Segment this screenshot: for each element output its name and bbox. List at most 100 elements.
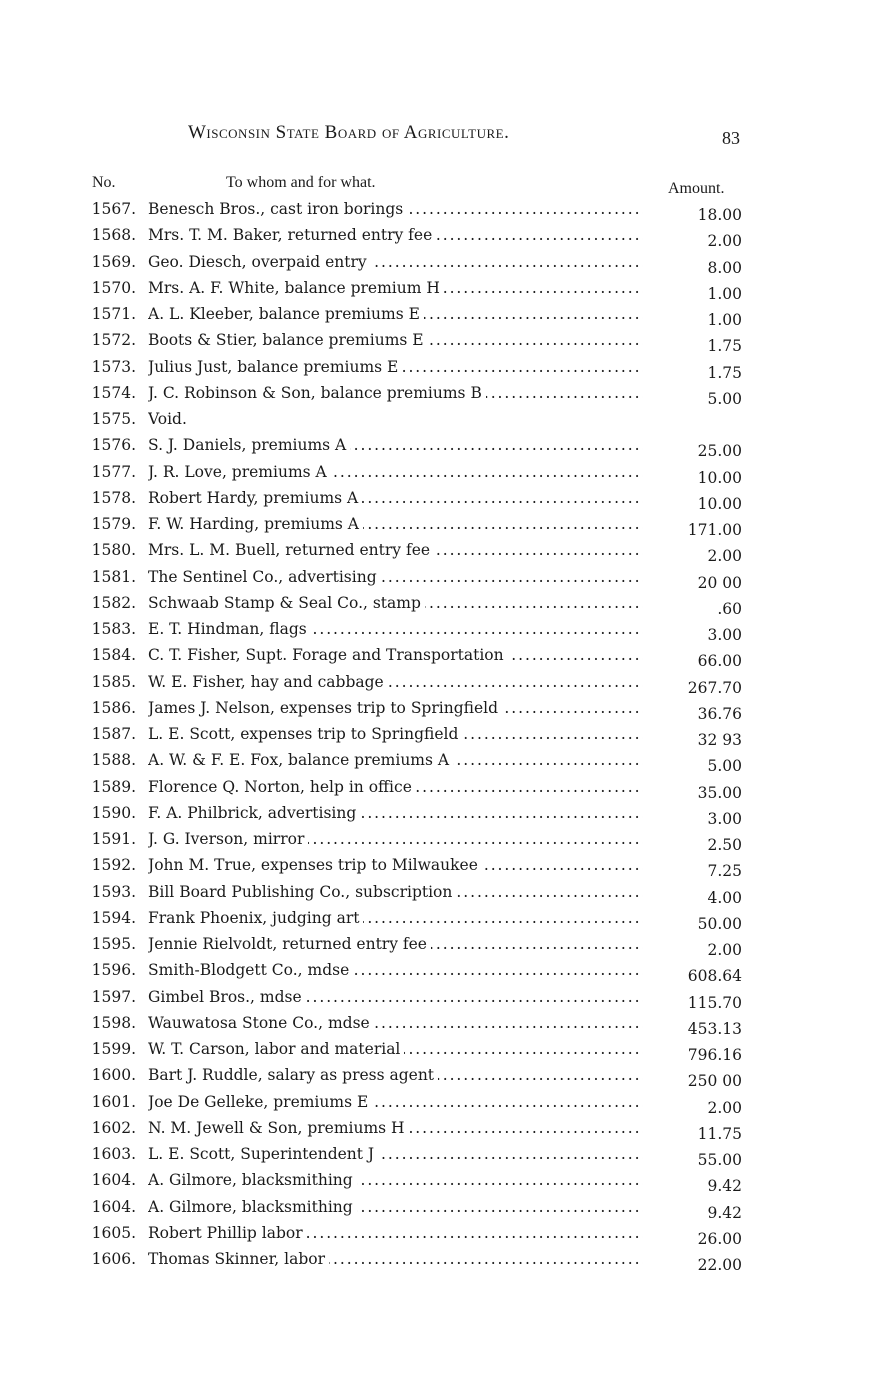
table-row: 1606. Thomas Skinner, labor 22.00: [0, 1250, 887, 1276]
entry-amount: 36.76: [697, 704, 742, 723]
entry-description: Benesch Bros., cast iron borings: [148, 200, 643, 218]
entry-amount: 796.16: [687, 1046, 742, 1064]
entry-amount: 4.00: [707, 888, 742, 907]
table-row: 1592. John M. True, expenses trip to Milw…: [0, 856, 887, 882]
entry-amount: 1.75: [707, 337, 742, 356]
table-row: 1573. Julius Just, balance premiums E 1.75: [0, 357, 887, 384]
entry-amount: .60: [717, 599, 742, 618]
entry-amount: 3.00: [707, 626, 742, 644]
entry-description-text: Bill Board Publishing Co., subscription: [148, 882, 457, 901]
entry-number: 1599.: [91, 1040, 136, 1058]
table-row: 1590. F. A. Philbrick, advertising 3.00: [0, 803, 887, 830]
entry-description: A. Gilmore, blacksmithing: [148, 1197, 643, 1216]
entry-number: 1590.: [91, 803, 136, 822]
entry-description: F. W. Harding, premiums A: [148, 515, 643, 533]
entry-number: 1584.: [91, 646, 136, 665]
entry-number: 1588.: [91, 751, 136, 770]
entry-description-text: Mrs. A. F. White, balance premium H: [148, 278, 444, 297]
entry-description: Geo. Diesch, overpaid entry: [148, 252, 643, 271]
entry-number: 1568.: [91, 226, 136, 245]
entry-amount: 18.00: [697, 206, 742, 224]
table-row: 1588. A. W. & F. E. Fox, balance premiums…: [0, 751, 887, 777]
entry-amount: 2.00: [707, 941, 742, 959]
entry-description: W. E. Fisher, hay and cabbage: [148, 672, 643, 691]
entry-description: L. E. Scott, expenses trip to Springfiel…: [148, 725, 643, 743]
entry-number: 1571.: [91, 305, 136, 323]
entry-description-text: Frank Phoenix, judging art: [148, 908, 364, 927]
page-title: Wisconsin State Board of Agriculture.: [188, 122, 510, 143]
entry-number: 1602.: [91, 1118, 136, 1137]
table-row: 1583. E. T. Hindman, flags 3.00: [0, 620, 887, 646]
entry-description-text: L. E. Scott, Superintendent J: [148, 1145, 379, 1163]
entry-amount: 2.00: [707, 547, 742, 566]
entry-description-text: Mrs. T. M. Baker, returned entry fee: [148, 226, 437, 245]
table-row: 1576. S. J. Daniels, premiums A 25.00: [0, 436, 887, 462]
entry-description: Schwaab Stamp & Seal Co., stamp: [148, 593, 643, 612]
entry-description-text: James J. Nelson, expenses trip to Spring…: [148, 698, 503, 717]
entry-description: Smith-Blodgett Co., mdse: [148, 961, 643, 980]
entry-description-text: Jennie Rielvoldt, returned entry fee: [148, 935, 431, 953]
entry-number: 1603.: [91, 1145, 136, 1163]
entry-amount: 10.00: [697, 494, 742, 513]
table-row: 1571. A. L. Kleeber, balance premiums E 1.…: [0, 305, 887, 331]
entry-number: 1570.: [91, 278, 136, 297]
entry-description-text: Mrs. L. M. Buell, returned entry fee: [148, 541, 435, 560]
ledger-table: 1567. Benesch Bros., cast iron borings 18.…: [0, 200, 887, 1276]
entry-amount: 267.70: [687, 678, 742, 697]
entry-description: A. Gilmore, blacksmithing: [148, 1171, 643, 1190]
entry-number: 1601.: [91, 1092, 136, 1111]
table-row: 1596. Smith-Blodgett Co., mdse 608.64: [0, 961, 887, 987]
entry-description: The Sentinel Co., advertising: [148, 567, 643, 586]
table-row: 1574. J. C. Robinson & Son, balance premi…: [0, 383, 887, 410]
entry-description: Mrs. L. M. Buell, returned entry fee: [148, 541, 643, 560]
entry-number: 1595.: [91, 935, 136, 953]
table-row: 1584. C. T. Fisher, Supt. Forage and Tran…: [0, 646, 887, 672]
entry-description: John M. True, expenses trip to Milwaukee: [148, 856, 643, 875]
table-row: 1591. J. G. Iverson, mirror 2.50: [0, 830, 887, 856]
table-row: 1577. J. R. Love, premiums A 10.00: [0, 462, 887, 489]
entry-number: 1582.: [91, 593, 136, 612]
entry-number: 1572.: [91, 331, 136, 350]
entry-amount: 11.75: [697, 1124, 742, 1143]
table-row: 1604. A. Gilmore, blacksmithing 9.42: [0, 1171, 887, 1197]
entry-number: 1585.: [91, 672, 136, 691]
entry-description-text: A. L. Kleeber, balance premiums E: [148, 305, 424, 323]
table-row: 1600. Bart J. Ruddle, salary as press age…: [0, 1066, 887, 1092]
entry-number: 1581.: [91, 567, 136, 586]
entry-description-text: C. T. Fisher, Supt. Forage and Transport…: [148, 646, 508, 665]
entry-description: Robert Phillip labor: [148, 1223, 643, 1242]
entry-amount: 1.00: [707, 311, 742, 329]
table-row: 1589. Florence Q. Norton, help in office 3…: [0, 777, 887, 804]
entry-description: A. L. Kleeber, balance premiums E: [148, 305, 643, 323]
entry-description-text: The Sentinel Co., advertising: [148, 567, 381, 586]
entry-description: E. T. Hindman, flags: [148, 620, 643, 638]
entry-amount: 3.00: [707, 809, 742, 828]
entry-description: F. A. Philbrick, advertising: [148, 803, 643, 822]
entry-description: S. J. Daniels, premiums A: [148, 436, 643, 455]
table-row: 1599. W. T. Carson, labor and material 796…: [0, 1040, 887, 1066]
entry-description: C. T. Fisher, Supt. Forage and Transport…: [148, 646, 643, 665]
entry-number: 1594.: [91, 908, 136, 927]
table-row: 1569. Geo. Diesch, overpaid entry 8.00: [0, 252, 887, 279]
table-row: 1603. L. E. Scott, Superintendent J 55.00: [0, 1145, 887, 1171]
entry-amount: 22.00: [697, 1256, 742, 1274]
entry-amount: 50.00: [697, 914, 742, 933]
entry-number: 1567.: [91, 200, 136, 218]
entry-description-text: Florence Q. Norton, help in office: [148, 777, 416, 796]
entry-number: 1583.: [91, 620, 136, 638]
entry-description: Joe De Gelleke, premiums E: [148, 1092, 643, 1111]
table-row: 1580. Mrs. L. M. Buell, returned entry fe…: [0, 541, 887, 567]
entry-number: 1598.: [91, 1013, 136, 1032]
table-row: 1586. James J. Nelson, expenses trip to S…: [0, 698, 887, 725]
entry-number: 1569.: [91, 252, 136, 271]
entry-description: Thomas Skinner, labor: [148, 1250, 643, 1268]
entry-number: 1575.: [91, 410, 136, 428]
entry-amount: 26.00: [697, 1229, 742, 1248]
entry-description: Jennie Rielvoldt, returned entry fee: [148, 935, 643, 953]
table-row: 1604. A. Gilmore, blacksmithing 9.42: [0, 1197, 887, 1224]
entry-number: 1593.: [91, 882, 136, 901]
entry-amount: 55.00: [697, 1151, 742, 1169]
entry-description-text: Smith-Blodgett Co., mdse: [148, 961, 354, 980]
entry-amount: 25.00: [697, 442, 742, 461]
entry-number: 1587.: [91, 725, 136, 743]
